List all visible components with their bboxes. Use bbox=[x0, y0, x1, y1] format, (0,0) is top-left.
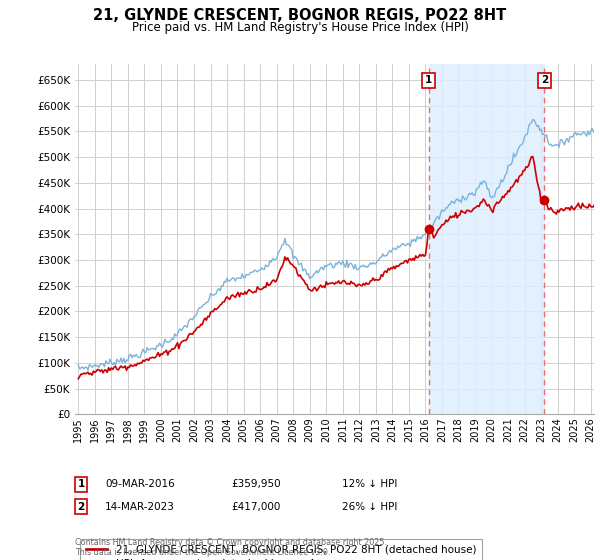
Text: 14-MAR-2023: 14-MAR-2023 bbox=[105, 502, 175, 512]
Text: 09-MAR-2016: 09-MAR-2016 bbox=[105, 479, 175, 489]
Text: £359,950: £359,950 bbox=[231, 479, 281, 489]
Text: Contains HM Land Registry data © Crown copyright and database right 2025.
This d: Contains HM Land Registry data © Crown c… bbox=[75, 538, 387, 557]
Text: £417,000: £417,000 bbox=[231, 502, 280, 512]
Legend: 21, GLYNDE CRESCENT, BOGNOR REGIS, PO22 8HT (detached house), HPI: Average price: 21, GLYNDE CRESCENT, BOGNOR REGIS, PO22 … bbox=[80, 539, 482, 560]
Text: 12% ↓ HPI: 12% ↓ HPI bbox=[342, 479, 397, 489]
Text: 1: 1 bbox=[425, 75, 433, 85]
Bar bbox=[429, 64, 544, 414]
Text: Price paid vs. HM Land Registry's House Price Index (HPI): Price paid vs. HM Land Registry's House … bbox=[131, 21, 469, 34]
Text: 26% ↓ HPI: 26% ↓ HPI bbox=[342, 502, 397, 512]
Text: 2: 2 bbox=[77, 502, 85, 512]
Text: 1: 1 bbox=[77, 479, 85, 489]
Text: 21, GLYNDE CRESCENT, BOGNOR REGIS, PO22 8HT: 21, GLYNDE CRESCENT, BOGNOR REGIS, PO22 … bbox=[94, 8, 506, 24]
Text: 2: 2 bbox=[541, 75, 548, 85]
